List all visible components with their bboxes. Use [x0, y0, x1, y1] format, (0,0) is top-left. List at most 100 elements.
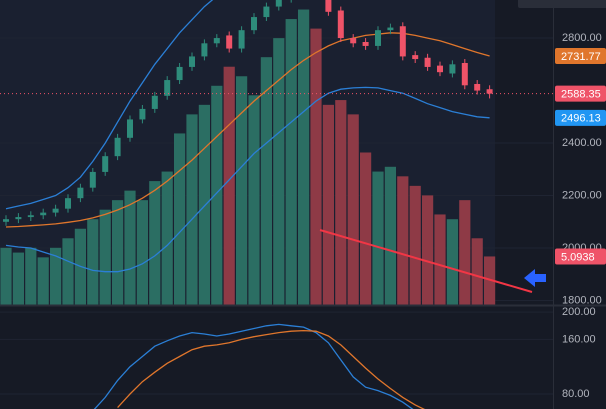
volume-bar [161, 171, 173, 305]
volume-bar [87, 219, 99, 305]
volume-bar [459, 200, 471, 305]
candle-body [350, 38, 357, 44]
volume-bar [285, 19, 297, 305]
candle-body [164, 80, 171, 96]
candle-body [114, 137, 121, 157]
candle-body [275, 0, 282, 7]
candle-body [40, 212, 47, 216]
candle-body [238, 30, 245, 49]
volume-bar [50, 247, 62, 305]
candle-body [387, 27, 394, 31]
volume-bar [260, 57, 272, 305]
candle-body [52, 208, 59, 213]
y-tick-label: 2200.00 [562, 189, 602, 201]
volume-bar [223, 66, 235, 305]
candle-body [486, 89, 493, 94]
price-pane [0, 0, 553, 305]
y-tick-label: 2400.00 [562, 137, 602, 149]
volume-bar [335, 100, 347, 305]
volume-bar [186, 114, 198, 305]
volume-bar [310, 28, 322, 305]
volume-bar [298, 9, 310, 305]
volume-bar [236, 76, 248, 305]
volume-bar [322, 104, 334, 305]
volume-bar [484, 256, 496, 305]
candle-body [189, 56, 195, 67]
volume-bar [422, 195, 434, 305]
oscillator-pane [93, 323, 426, 409]
volume-bar [360, 152, 372, 305]
last-price-box [555, 85, 606, 102]
price-axis: 2800.002400.002200.002000.001800.002731.… [555, 32, 606, 400]
candle-body [139, 108, 146, 120]
volume-bar [37, 257, 49, 305]
candle-body [325, 0, 332, 12]
candle-body [127, 119, 133, 138]
y-tick-label: 200.00 [562, 306, 596, 318]
volume-bar [434, 214, 446, 305]
candle-body [27, 215, 34, 218]
candle-body [474, 83, 481, 91]
y-tick-label: 1800.00 [562, 294, 602, 306]
series-last-value: 2731.77 [561, 51, 601, 63]
candle-body [213, 38, 220, 44]
volume-bar [211, 85, 223, 305]
volume-bar [25, 247, 37, 305]
volume-bar [198, 104, 210, 305]
series-last-value: 2496.13 [561, 113, 601, 125]
volume-bar [149, 181, 161, 305]
volume-bar [471, 238, 483, 305]
indicator-line [5, 86, 490, 273]
last-price: 2588.35 [561, 89, 601, 101]
volume-bar [124, 190, 136, 305]
volume-last-value: 5.0938 [561, 251, 595, 263]
volume-bar [384, 166, 396, 305]
volume-bar [174, 133, 186, 305]
candle-body [15, 217, 22, 220]
candle-body [263, 6, 270, 18]
candle-body [102, 156, 109, 172]
candle-body [89, 171, 96, 188]
candle-body [337, 10, 344, 39]
candle-body [461, 62, 468, 86]
candle-body [449, 64, 456, 74]
volume-bar [0, 247, 12, 305]
candle-body [251, 17, 257, 31]
volume-bar [12, 252, 24, 305]
candle-body [437, 65, 443, 73]
volume-bar [409, 185, 421, 305]
indicator-line [93, 323, 414, 409]
volume-bar [248, 95, 260, 305]
series-last-value-box [555, 47, 606, 64]
candle-body [77, 187, 84, 199]
candle-body [3, 219, 9, 222]
indicator-line [117, 329, 426, 409]
volume-bar [99, 209, 111, 305]
candle-body [424, 57, 431, 67]
candle-body [176, 66, 183, 81]
candle-body [65, 198, 71, 209]
candle-body [151, 95, 158, 109]
trend-line [319, 229, 533, 293]
volume-bar [112, 200, 124, 305]
volume-bar [273, 38, 285, 305]
indicator-line [5, 32, 490, 228]
arrow-icon [524, 269, 546, 287]
y-tick-label: 80.00 [562, 388, 590, 400]
volume-last-value-box [555, 248, 606, 265]
volume-bar [446, 219, 458, 305]
volume-bar [62, 238, 74, 305]
y-tick-label: 2800.00 [562, 32, 602, 44]
candle-body [399, 26, 406, 57]
candle-body [201, 43, 208, 57]
volume-bar [136, 200, 148, 305]
indicator-line [5, 0, 214, 210]
candle-body [362, 41, 369, 46]
series-last-value-box [555, 109, 606, 126]
candle-body [226, 35, 233, 49]
y-tick-label: 160.00 [562, 333, 596, 345]
volume-bar [372, 171, 384, 305]
volume-bar [397, 176, 409, 305]
volume-bar [347, 114, 359, 305]
